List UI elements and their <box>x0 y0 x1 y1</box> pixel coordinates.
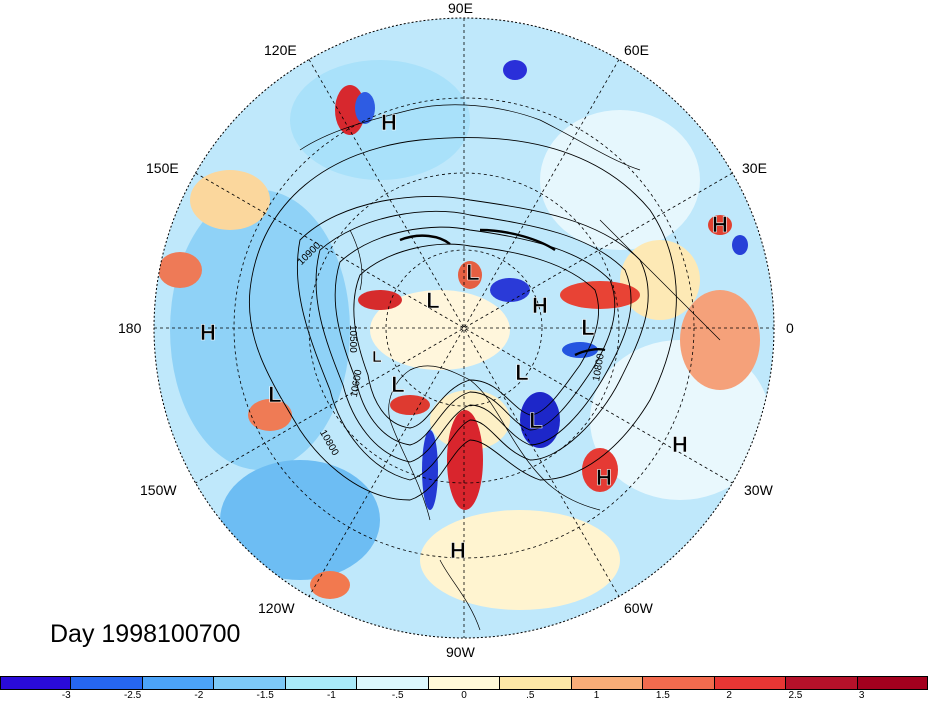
low-marker: L <box>268 382 281 407</box>
high-marker: H <box>200 320 216 345</box>
colorbar-tick-label: -1.5 <box>256 690 274 701</box>
colorbar-swatch <box>500 676 572 690</box>
colorbar-tick-label: 3 <box>858 690 865 701</box>
high-marker: H <box>672 432 688 457</box>
colorbar-tick-label: -3 <box>61 690 71 701</box>
lon-label-90w: 90W <box>446 644 475 660</box>
colorbar-swatch <box>571 676 644 690</box>
contour-label-10800-east: 10800 <box>591 352 607 382</box>
colorbar-swatch <box>643 676 715 690</box>
colorbar-swatch <box>142 676 215 690</box>
colorbar-tick-label: -.5 <box>391 690 404 701</box>
colorbar-swatch <box>71 676 143 690</box>
lon-label-60w: 60W <box>624 600 653 616</box>
contour-label-10600: 10600 <box>349 368 365 398</box>
colorbar <box>0 676 928 690</box>
lon-label-0: 0 <box>786 320 794 336</box>
contour-label-10500: 10500 <box>347 325 358 353</box>
high-marker: H <box>381 110 397 135</box>
colorbar-frame <box>0 676 928 690</box>
pressure-markers: H H H H H H H L L L L L L L L <box>200 110 728 564</box>
low-marker: L <box>529 408 542 433</box>
lon-label-60e: 60E <box>624 42 649 58</box>
colorbar-tick-label: -2 <box>194 690 204 701</box>
colorbar-swatch <box>357 676 429 690</box>
lon-label-30w: 30W <box>744 482 773 498</box>
colorbar-tick-label: 2.5 <box>788 690 803 701</box>
colorbar-tick-label: 1 <box>593 690 600 701</box>
colorbar-swatch <box>714 676 787 690</box>
high-marker: H <box>596 465 612 490</box>
lon-label-30e: 30E <box>742 160 767 176</box>
coastlines <box>299 104 721 631</box>
graticule <box>154 18 774 638</box>
colorbar-tick-label: 1.5 <box>655 690 670 701</box>
colorbar-tick-label: -2.5 <box>123 690 142 701</box>
high-marker: H <box>712 212 728 237</box>
low-marker: L <box>391 372 404 397</box>
height-contours <box>248 137 677 501</box>
lon-label-120e: 120E <box>264 42 297 58</box>
colorbar-tick-label: -1 <box>326 690 336 701</box>
colorbar-tick-label: .5 <box>526 690 535 701</box>
low-marker: L <box>426 288 439 313</box>
high-marker: H <box>450 538 466 563</box>
high-marker: H <box>532 293 548 318</box>
colorbar-swatch <box>285 676 358 690</box>
colorbar-swatch <box>857 676 928 690</box>
lon-label-150w: 150W <box>140 482 177 498</box>
low-marker: L <box>372 349 382 366</box>
low-marker: L <box>581 315 594 340</box>
colorbar-swatch <box>0 676 72 690</box>
colorbar-swatch <box>214 676 286 690</box>
colorbar-swatch <box>786 676 858 690</box>
map-boundary <box>153 17 775 639</box>
colorbar-tick-label: 2 <box>726 690 732 701</box>
low-marker: L <box>515 360 528 385</box>
low-marker: L <box>466 260 479 285</box>
lon-label-180: 180 <box>118 320 142 336</box>
lon-label-120w: 120W <box>258 600 295 616</box>
lon-label-150e: 150E <box>146 160 179 176</box>
lon-label-90e: 90E <box>448 0 473 16</box>
colorbar-tick-label: 0 <box>461 690 467 701</box>
day-label: Day 1998100700 <box>50 620 241 648</box>
colorbar-swatch <box>428 676 501 690</box>
